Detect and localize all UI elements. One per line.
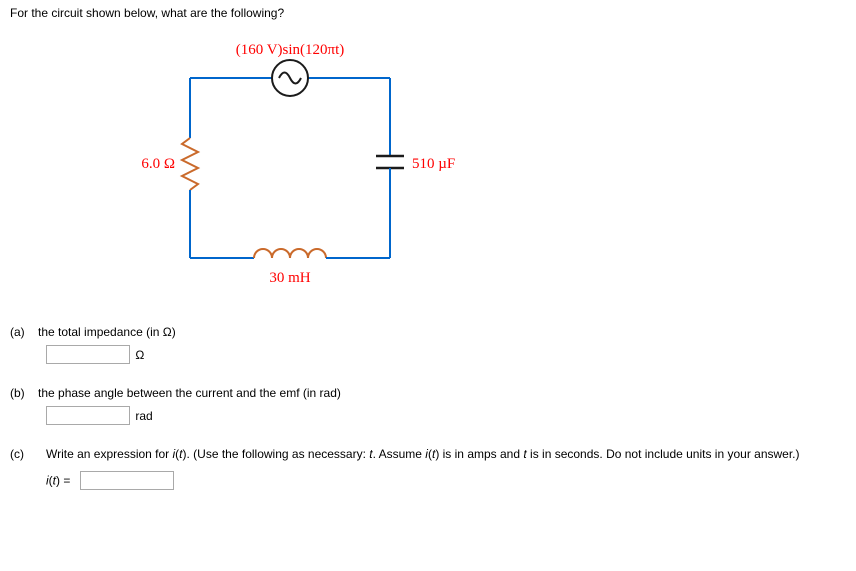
question-prompt: For the circuit shown below, what are th… — [10, 6, 846, 20]
phase-unit: rad — [135, 409, 152, 423]
part-c-text2: . Assume — [373, 447, 426, 461]
circuit-diagram: (160 V)sin(120πt) 6.0 Ω 510 µF 30 mH — [130, 38, 846, 301]
part-b-text: the phase angle between the current and … — [38, 386, 341, 400]
resistor-label: 6.0 Ω — [141, 156, 175, 172]
part-c-text2c: ) is in amps and — [435, 447, 523, 461]
inductor-icon — [254, 249, 326, 258]
part-c: (c) Write an expression for i(t). (Use t… — [10, 447, 846, 490]
impedance-input[interactable] — [46, 345, 130, 364]
expression-input[interactable] — [80, 471, 174, 490]
part-a-text2: ) — [172, 325, 176, 339]
ohm-symbol: Ω — [163, 325, 172, 339]
part-c-text1c: ). (Use the following as necessary: — [183, 447, 370, 461]
inductor-label: 30 mH — [269, 270, 310, 286]
part-a: (a) the total impedance (in Ω) Ω — [10, 325, 846, 364]
part-c-text1: Write an expression for — [46, 447, 173, 461]
source-label: (160 V)sin(120πt) — [236, 42, 345, 58]
impedance-unit: Ω — [135, 348, 144, 362]
resistor-icon — [182, 138, 198, 190]
capacitor-label: 510 µF — [412, 156, 455, 172]
part-c-text3: is in seconds. Do not include units in y… — [527, 447, 800, 461]
part-label-b: (b) — [10, 386, 25, 400]
lhs-close: ) = — [56, 474, 70, 488]
part-label-a: (a) — [10, 325, 25, 339]
part-a-text1: the total impedance (in — [38, 325, 163, 339]
part-b: (b) the phase angle between the current … — [10, 386, 846, 425]
part-label-c: (c) — [10, 447, 24, 461]
phase-input[interactable] — [46, 406, 130, 425]
